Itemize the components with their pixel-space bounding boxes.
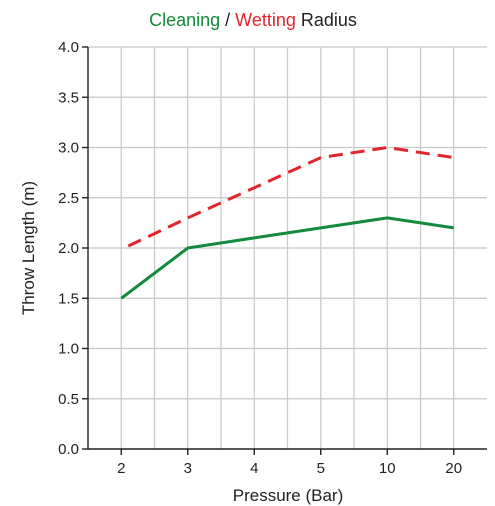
x-tick-label: 10 xyxy=(379,460,396,477)
y-ticks: 0.0 0.5 1.0 1.5 2.0 2.5 3.0 3.5 4.0 xyxy=(58,39,88,458)
x-tick-label: 5 xyxy=(317,460,325,477)
y-tick-label: 3.0 xyxy=(58,140,79,157)
title-part-0: Cleaning xyxy=(149,10,220,30)
y-tick-label: 0.0 xyxy=(58,441,79,458)
x-tick-label: 3 xyxy=(184,460,192,477)
x-ticks: 2 3 4 5 10 20 xyxy=(117,449,462,477)
title-part-3: Radius xyxy=(296,10,357,30)
x-tick-label: 20 xyxy=(445,460,462,477)
y-axis-label: Throw Length (m) xyxy=(19,181,38,315)
chart-title: Cleaning / Wetting Radius xyxy=(149,10,357,30)
y-tick-label: 0.5 xyxy=(58,391,79,408)
grid xyxy=(88,46,487,449)
y-tick-label: 1.5 xyxy=(58,290,79,307)
y-tick-label: 2.0 xyxy=(58,240,79,257)
y-tick-label: 2.5 xyxy=(58,190,79,207)
wetting-series-line xyxy=(127,146,455,248)
y-tick-label: 4.0 xyxy=(58,39,79,56)
x-tick-label: 2 xyxy=(117,460,125,477)
cleaning-series-line xyxy=(120,216,455,300)
title-part-1: / xyxy=(220,10,235,30)
x-axis-label: Pressure (Bar) xyxy=(233,486,344,505)
y-tick-label: 3.5 xyxy=(58,89,79,106)
title-part-2: Wetting xyxy=(235,10,296,30)
y-tick-label: 1.0 xyxy=(58,341,79,358)
x-tick-label: 4 xyxy=(250,460,258,477)
series-lines xyxy=(120,146,455,300)
